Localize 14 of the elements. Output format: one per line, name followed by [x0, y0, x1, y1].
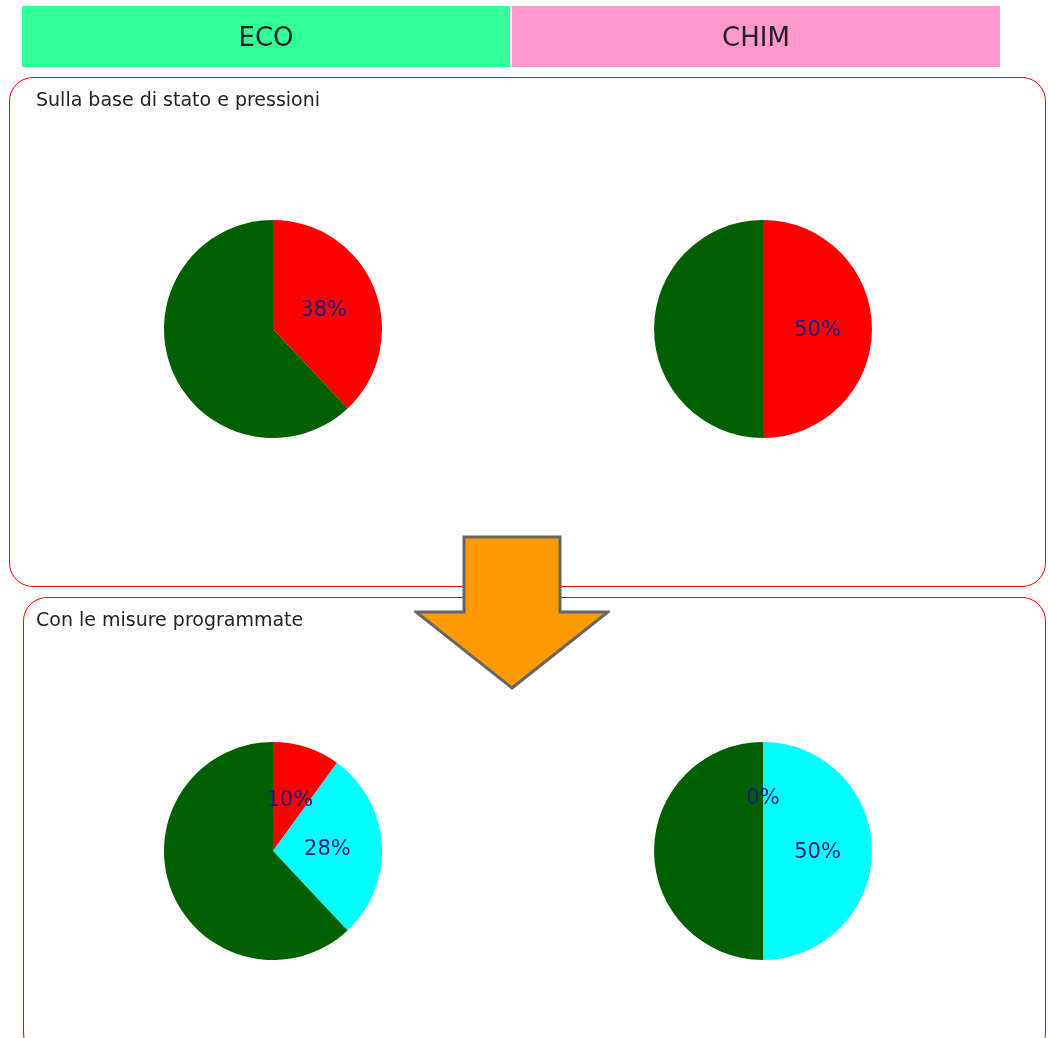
data-label: 50%	[794, 839, 841, 863]
pie-slice	[164, 742, 348, 960]
chart-title: Sulla base di stato e pressioni	[36, 88, 321, 110]
data-label: 50%	[794, 317, 841, 341]
text: 0%	[746, 784, 780, 809]
text: ECO	[22, 6, 510, 67]
pie-slice	[763, 220, 872, 438]
data-label: 28%	[304, 835, 351, 860]
pie-slice	[654, 220, 763, 438]
text: CHIM	[512, 6, 1000, 67]
pie-slice	[273, 220, 382, 409]
chart-title: Con le misure programmate	[36, 608, 304, 630]
pie-slice	[164, 220, 348, 438]
data-label: 38%	[300, 296, 348, 321]
